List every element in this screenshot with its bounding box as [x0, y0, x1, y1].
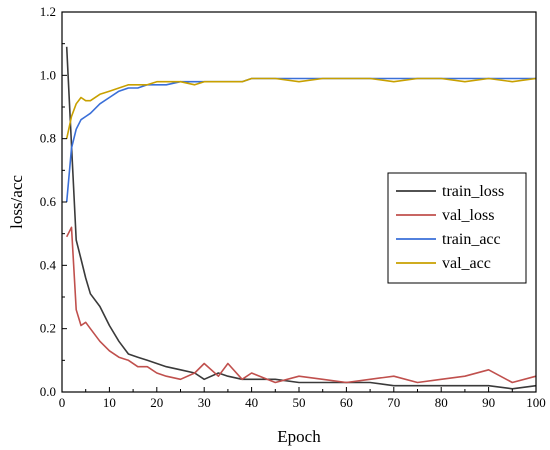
- x-tick-label: 10: [103, 395, 116, 410]
- x-tick-label: 60: [340, 395, 353, 410]
- legend: train_loss val_loss train_acc val_acc: [387, 172, 527, 284]
- y-axis-ticks: 0.0 0.2 0.4 0.6 0.8 1.0 1.2: [40, 4, 67, 399]
- plot-series: [65, 46, 537, 390]
- legend-label-val-acc: val_acc: [442, 255, 491, 272]
- legend-label-train-acc: train_acc: [442, 231, 501, 248]
- y-tick-label: 1.2: [40, 4, 56, 19]
- series-line-val-loss: [65, 226, 537, 384]
- y-axis-title: loss/acc: [7, 175, 26, 229]
- legend-label-train-loss: train_loss: [442, 183, 504, 200]
- x-tick-label: 100: [526, 395, 546, 410]
- x-tick-label: 40: [245, 395, 258, 410]
- y-tick-label: 0.6: [40, 194, 57, 209]
- x-tick-label: 30: [198, 395, 211, 410]
- x-tick-label: 20: [150, 395, 163, 410]
- y-tick-label: 1.0: [40, 67, 56, 82]
- legend-label-val-loss: val_loss: [442, 207, 494, 224]
- y-tick-label: 0.2: [40, 321, 56, 336]
- y-tick-label: 0.4: [40, 257, 57, 272]
- series-line-train-loss: [65, 46, 537, 390]
- x-tick-label: 80: [435, 395, 448, 410]
- x-tick-label: 50: [293, 395, 306, 410]
- x-tick-label: 70: [387, 395, 400, 410]
- x-axis-ticks: 0 10 20 30 40 50 60 70 80 90 100: [59, 387, 546, 410]
- series-line-val-acc: [65, 77, 537, 139]
- x-axis-title: Epoch: [277, 427, 321, 446]
- x-tick-label: 90: [482, 395, 495, 410]
- x-tick-label: 0: [59, 395, 66, 410]
- y-tick-label: 0.0: [40, 384, 56, 399]
- y-tick-label: 0.8: [40, 131, 56, 146]
